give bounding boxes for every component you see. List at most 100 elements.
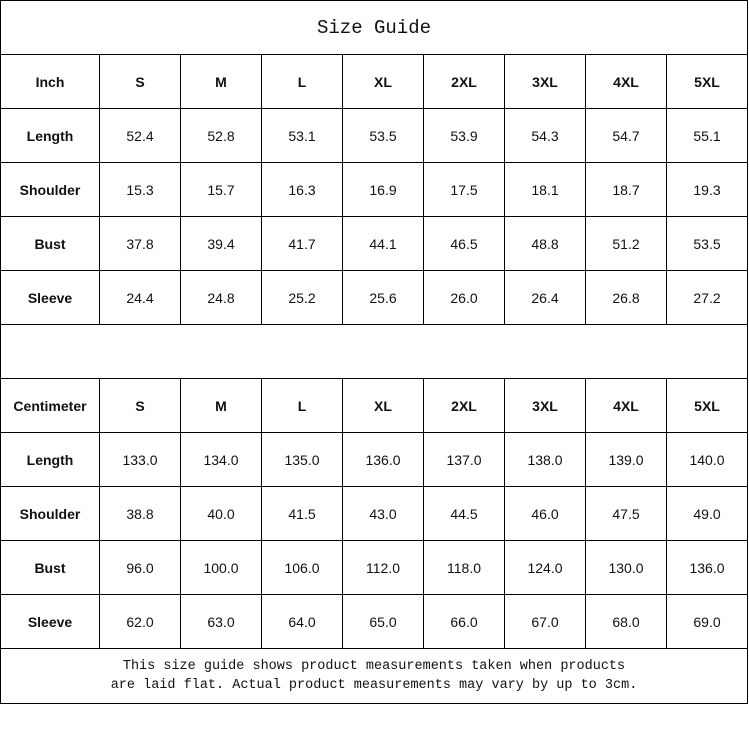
title-row: Size Guide — [0, 0, 748, 55]
measurement-value: 41.7 — [261, 216, 343, 271]
measurement-value: 27.2 — [666, 270, 748, 325]
measurement-value: 24.8 — [180, 270, 262, 325]
size-header: XL — [342, 378, 424, 433]
measurement-value: 136.0 — [666, 540, 748, 595]
size-header: 4XL — [585, 378, 667, 433]
measurement-value: 52.8 — [180, 108, 262, 163]
size-guide-table: Size Guide Inch S M L XL 2XL 3XL 4XL 5XL Length 52… — [0, 0, 748, 704]
measurement-value: 46.0 — [504, 486, 586, 541]
measurement-label: Shoulder — [0, 162, 100, 217]
measurement-value: 112.0 — [342, 540, 424, 595]
measurement-value: 19.3 — [666, 162, 748, 217]
size-header: 2XL — [423, 378, 505, 433]
measurement-value: 44.1 — [342, 216, 424, 271]
measurement-value: 65.0 — [342, 594, 424, 649]
table-row: Length 52.4 52.8 53.1 53.5 53.9 54.3 54.7 55.1 — [0, 108, 748, 163]
measurement-value: 25.6 — [342, 270, 424, 325]
measurement-value: 124.0 — [504, 540, 586, 595]
measurement-value: 51.2 — [585, 216, 667, 271]
size-header: 3XL — [504, 378, 586, 433]
measurement-value: 26.4 — [504, 270, 586, 325]
measurement-value: 26.8 — [585, 270, 667, 325]
measurement-value: 38.8 — [99, 486, 181, 541]
footer-note: This size guide shows product measuremen… — [0, 648, 748, 704]
measurement-value: 134.0 — [180, 432, 262, 487]
measurement-value: 37.8 — [99, 216, 181, 271]
spacer-cell — [0, 324, 748, 379]
measurement-label: Bust — [0, 540, 100, 595]
page-title: Size Guide — [0, 0, 748, 55]
measurement-value: 106.0 — [261, 540, 343, 595]
measurement-value: 18.7 — [585, 162, 667, 217]
size-header: M — [180, 378, 262, 433]
measurement-value: 49.0 — [666, 486, 748, 541]
measurement-value: 68.0 — [585, 594, 667, 649]
table-row: Length 133.0 134.0 135.0 136.0 137.0 138.0 139.… — [0, 432, 748, 487]
size-header: 5XL — [666, 54, 748, 109]
measurement-label: Sleeve — [0, 270, 100, 325]
measurement-value: 40.0 — [180, 486, 262, 541]
size-header: 2XL — [423, 54, 505, 109]
measurement-value: 100.0 — [180, 540, 262, 595]
measurement-value: 138.0 — [504, 432, 586, 487]
measurement-value: 69.0 — [666, 594, 748, 649]
size-header: L — [261, 54, 343, 109]
measurement-label: Sleeve — [0, 594, 100, 649]
measurement-value: 55.1 — [666, 108, 748, 163]
measurement-value: 16.9 — [342, 162, 424, 217]
measurement-value: 25.2 — [261, 270, 343, 325]
measurement-value: 26.0 — [423, 270, 505, 325]
measurement-value: 15.7 — [180, 162, 262, 217]
cm-header-row: Centimeter S M L XL 2XL 3XL 4XL 5XL — [0, 378, 748, 433]
unit-label: Centimeter — [0, 378, 100, 433]
measurement-value: 139.0 — [585, 432, 667, 487]
inch-header-row: Inch S M L XL 2XL 3XL 4XL 5XL — [0, 54, 748, 109]
table-row: Shoulder 38.8 40.0 41.5 43.0 44.5 46.0 47.5 49.0 — [0, 486, 748, 541]
measurement-value: 136.0 — [342, 432, 424, 487]
footer-line-1: This size guide shows product measuremen… — [122, 659, 626, 674]
measurement-value: 53.5 — [666, 216, 748, 271]
measurement-value: 53.1 — [261, 108, 343, 163]
measurement-value: 44.5 — [423, 486, 505, 541]
table-row: Bust 96.0 100.0 106.0 112.0 118.0 124.0 130.0 13… — [0, 540, 748, 595]
measurement-value: 66.0 — [423, 594, 505, 649]
unit-label: Inch — [0, 54, 100, 109]
measurement-value: 62.0 — [99, 594, 181, 649]
size-header: 5XL — [666, 378, 748, 433]
size-header: L — [261, 378, 343, 433]
size-header: 4XL — [585, 54, 667, 109]
measurement-value: 48.8 — [504, 216, 586, 271]
measurement-value: 46.5 — [423, 216, 505, 271]
measurement-value: 140.0 — [666, 432, 748, 487]
size-header: XL — [342, 54, 424, 109]
measurement-value: 137.0 — [423, 432, 505, 487]
size-header: 3XL — [504, 54, 586, 109]
measurement-value: 43.0 — [342, 486, 424, 541]
measurement-value: 15.3 — [99, 162, 181, 217]
measurement-label: Length — [0, 432, 100, 487]
size-header: S — [99, 54, 181, 109]
measurement-value: 53.5 — [342, 108, 424, 163]
measurement-value: 67.0 — [504, 594, 586, 649]
measurement-label: Shoulder — [0, 486, 100, 541]
measurement-value: 16.3 — [261, 162, 343, 217]
measurement-value: 41.5 — [261, 486, 343, 541]
measurement-value: 130.0 — [585, 540, 667, 595]
measurement-value: 47.5 — [585, 486, 667, 541]
measurement-value: 118.0 — [423, 540, 505, 595]
measurement-label: Bust — [0, 216, 100, 271]
measurement-value: 64.0 — [261, 594, 343, 649]
measurement-value: 52.4 — [99, 108, 181, 163]
footer-line-2: are laid flat. Actual product measuremen… — [110, 678, 638, 693]
measurement-value: 96.0 — [99, 540, 181, 595]
measurement-value: 53.9 — [423, 108, 505, 163]
size-header: S — [99, 378, 181, 433]
measurement-label: Length — [0, 108, 100, 163]
measurement-value: 39.4 — [180, 216, 262, 271]
measurement-value: 54.3 — [504, 108, 586, 163]
measurement-value: 18.1 — [504, 162, 586, 217]
table-row: Sleeve 24.4 24.8 25.2 25.6 26.0 26.4 26.8 27.2 — [0, 270, 748, 325]
spacer-row — [0, 324, 748, 379]
measurement-value: 133.0 — [99, 432, 181, 487]
footer-row: This size guide shows product measuremen… — [0, 648, 748, 704]
